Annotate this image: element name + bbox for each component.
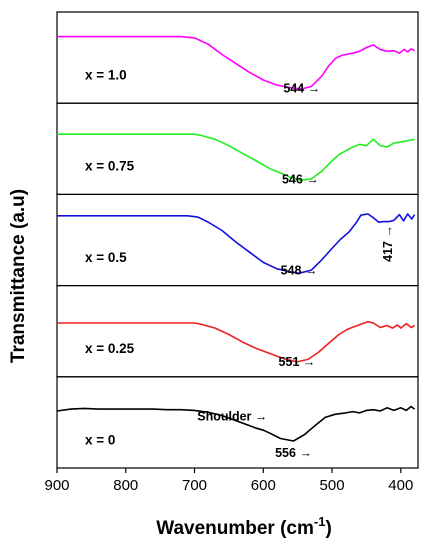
panel-frame [56, 193, 419, 287]
y-axis-title: Transmittance (a.u) [8, 189, 29, 363]
panel-4: x = 0 Shoulder → 556 → [56, 376, 419, 469]
panel-1: x = 0.75 546 → [56, 102, 419, 195]
panel-frame [56, 376, 419, 469]
panel-label: x = 1.0 [85, 67, 127, 82]
panel-0: x = 1.0 544 → [56, 11, 419, 104]
panel-label: x = 0 [85, 432, 115, 447]
panel-frame [56, 285, 419, 378]
annotation: 548 → [281, 264, 318, 278]
annotation: 551 → [279, 355, 316, 369]
x-axis-title: Wavenumber (cm-1) [156, 514, 332, 539]
x-axis-title-close: ) [325, 518, 331, 539]
annotation: 556 → [275, 446, 312, 460]
series-line [57, 320, 415, 363]
x-tick-label: 600 [251, 477, 276, 494]
x-axis-title-main: Wavenumber (cm [156, 518, 314, 539]
series-line [57, 213, 416, 275]
panel-label: x = 0.5 [85, 250, 127, 265]
x-tick-label: 700 [182, 477, 207, 494]
panels-group: x = 1.0 544 → x = 0.75 546 → x = 0.5 548 → 417… [56, 11, 419, 469]
annotation: 546 → [282, 172, 319, 186]
panel-frame [56, 11, 419, 104]
panel-label: x = 0.25 [85, 341, 135, 356]
x-axis: 900 800 700 600 500 400 [44, 468, 413, 494]
panel-3: x = 0.25 551 → [56, 285, 419, 378]
annotation: 544 → [283, 81, 320, 95]
series-line [57, 133, 415, 181]
x-tick-label: 400 [388, 477, 413, 494]
panel-2: x = 0.5 548 → 417 → [56, 193, 419, 287]
annotation: Shoulder → [197, 410, 267, 424]
series-line [56, 405, 416, 442]
annotation: 417 → [381, 225, 395, 262]
panel-frame [56, 102, 419, 195]
x-axis-title-sup: -1 [314, 514, 326, 529]
x-tick-label: 900 [44, 477, 69, 494]
panel-label: x = 0.75 [85, 159, 135, 174]
x-tick-label: 800 [113, 477, 138, 494]
series-line [57, 35, 415, 90]
x-tick-label: 500 [320, 477, 345, 494]
